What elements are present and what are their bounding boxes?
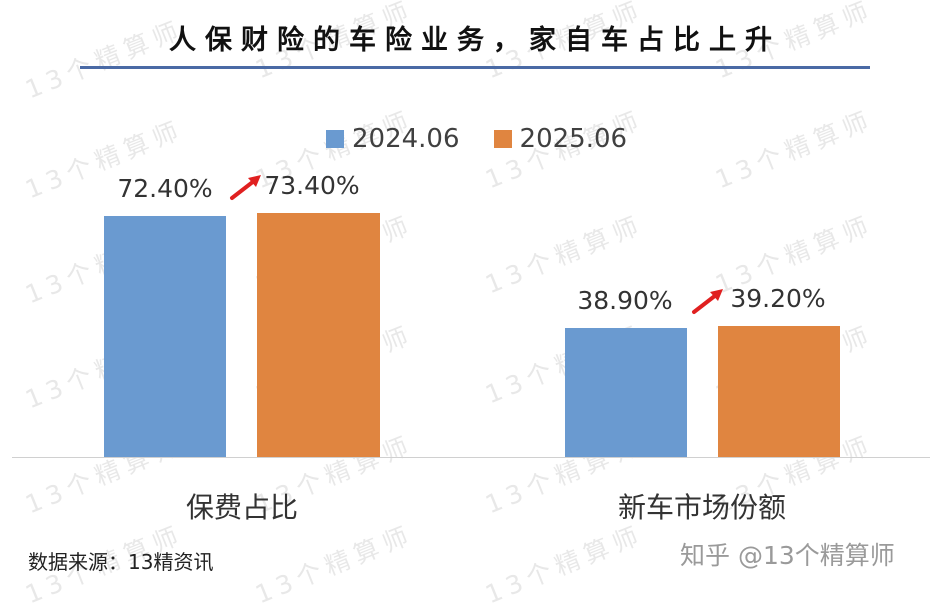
increase-arrow-icon [230,175,261,200]
bar-new-car-share-2024 [565,328,687,457]
watermark: 13个精算师 [711,104,878,195]
legend-swatch-blue [326,130,344,148]
category-label: 新车市场份额 [617,491,786,524]
x-axis-line [12,457,930,458]
value-label: 38.90% [577,286,673,315]
data-source: 数据来源：13精资讯 [28,550,214,574]
title-underline [80,66,870,69]
legend-label: 2025.06 [519,124,628,154]
watermark: 13个精算师 [251,519,418,610]
watermark: 13个精算师 [481,519,648,610]
category-label: 保费占比 [185,491,298,524]
increase-arrow-icon [692,289,723,314]
legend-label: 2024.06 [352,124,460,154]
legend: 2024.06 2025.06 [326,124,661,154]
legend-item-2025: 2025.06 [493,124,628,154]
author-credit: 知乎 @13个精算师 [680,541,895,570]
value-label: 39.20% [730,284,826,313]
bar-new-car-share-2025 [718,326,840,457]
value-label: 72.40% [117,174,213,203]
legend-item-2024: 2024.06 [326,124,460,154]
value-label: 73.40% [264,171,360,200]
bar-premium-share-2025 [257,213,380,457]
legend-swatch-orange [493,130,512,148]
bar-premium-share-2024 [104,216,226,457]
chart-title: 人保财险的车险业务，家自车占比上升 [169,25,781,56]
